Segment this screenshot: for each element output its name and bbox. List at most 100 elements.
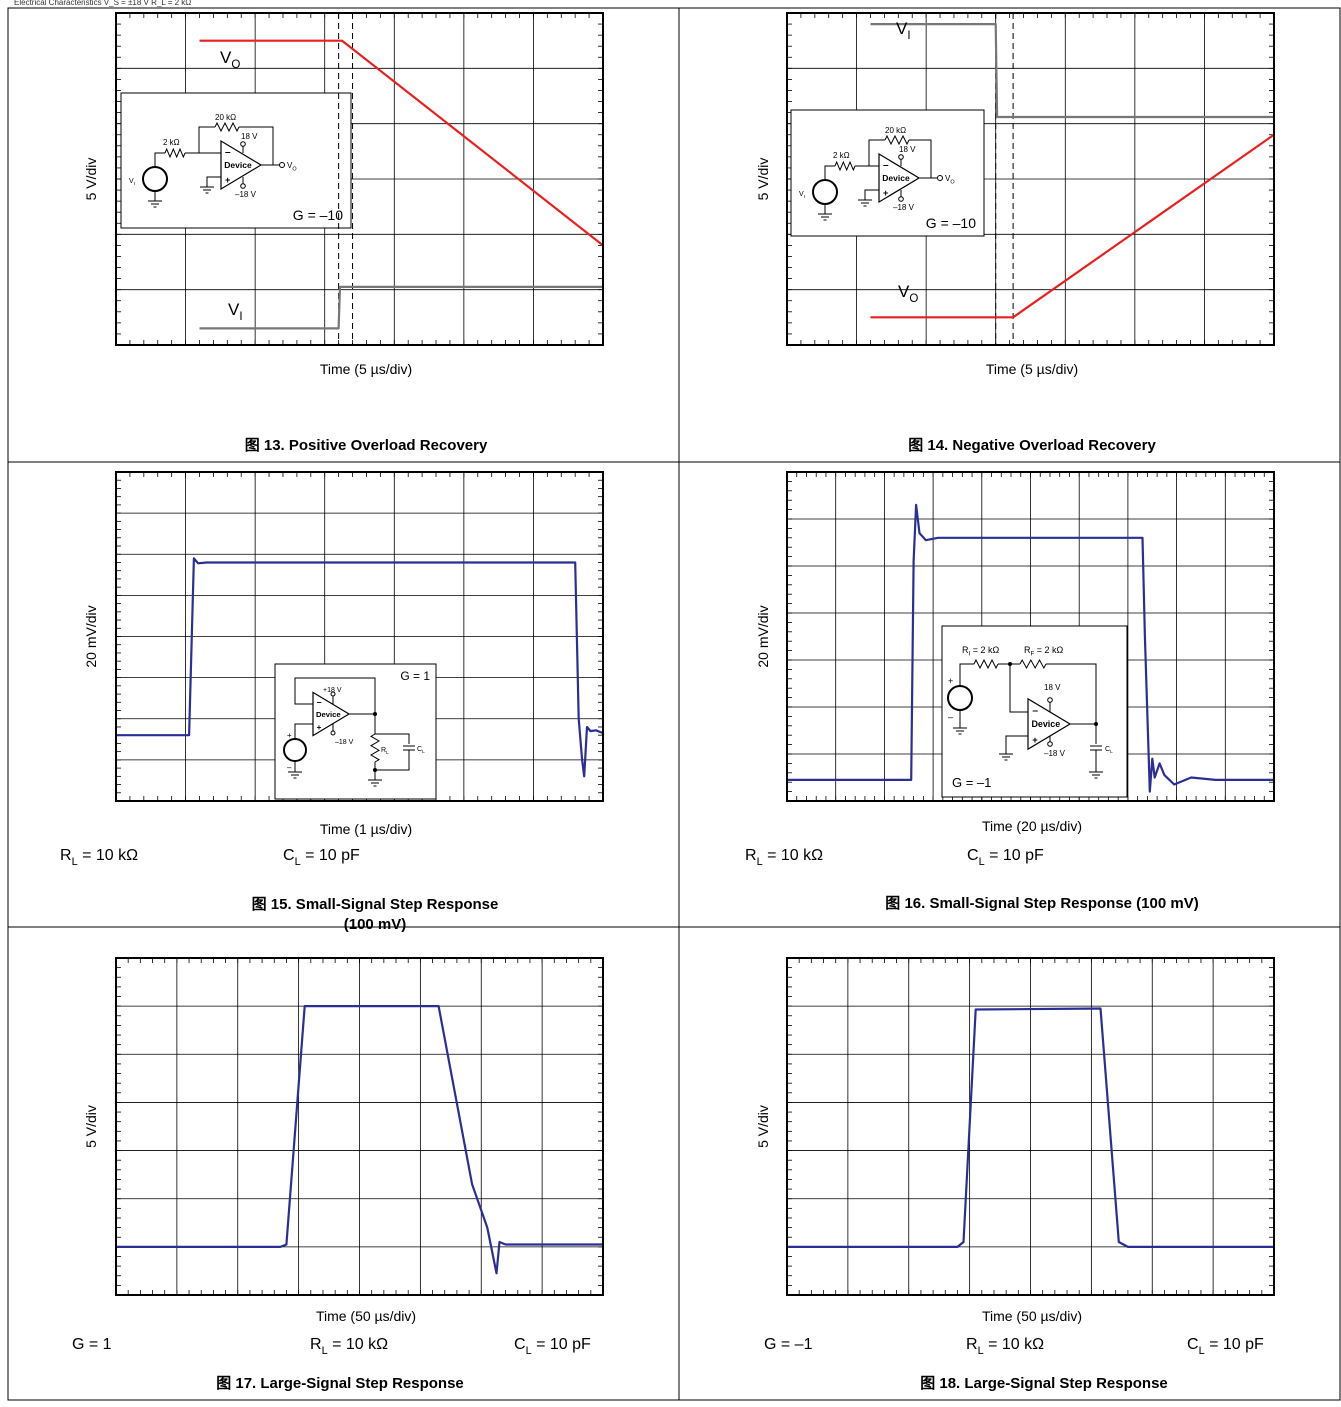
wire [959,663,974,686]
condition-note: RL = 10 kΩ [745,847,823,868]
opamp-minus: – [225,147,231,158]
x-axis-label: Time (1 µs/div) [320,821,412,837]
condition-note: CL = 10 pF [1187,1336,1264,1357]
condition-note: CL = 10 pF [283,847,360,868]
resistor [1019,658,1047,670]
vneg-label: –18 V [893,203,915,212]
plot-frame [115,471,604,802]
supply-node [898,154,904,160]
series-line-vout [787,503,1274,793]
schematic-box [790,109,985,237]
supply-node [330,730,336,736]
opamp-plus: + [883,188,888,198]
vpos-label: 18 V [1044,683,1061,692]
plus-sign: + [948,676,953,686]
ri-label: 2 kΩ [833,151,850,160]
supply-node [240,141,246,147]
ground-symbol [288,771,302,779]
plot-frame [786,957,1275,1296]
resistor [370,733,380,763]
series-line-vi [199,285,603,330]
series-line-vo [199,39,604,247]
wire [1046,663,1097,724]
trace-label-vo: VO [898,282,918,305]
supply-node [1047,697,1053,703]
supply-node [1047,741,1053,747]
ground-symbol [953,727,967,735]
x-axis-label: Time (5 µs/div) [986,361,1078,377]
figure-caption: 图 16. Small-Signal Step Response (100 mV… [885,895,1198,912]
plus-sign: + [287,731,292,740]
wire [909,139,932,178]
wire [154,152,165,167]
figure-caption: 图 17. Large-Signal Step Response [216,1375,464,1392]
gain-label: G = –1 [952,775,991,790]
source-label: VI [799,191,805,200]
gain-label: G = 1 [400,669,430,683]
condition-note: RL = 10 kΩ [60,847,138,868]
cl-label: CL [1105,746,1113,755]
opamp-plus: + [317,723,322,732]
header-text: Electrical Characteristics V_S = ±18 V R… [14,0,191,7]
opamp-minus: – [883,160,889,171]
vpos-label: +18 V [323,687,342,694]
schematic-box [274,663,437,800]
series-line-vout [787,1007,1274,1248]
wire [374,714,410,744]
x-axis-label: Time (50 µs/div) [316,1308,416,1324]
resistor [214,121,240,133]
x-axis-label: Time (20 µs/div) [982,818,1082,834]
resistor [973,658,999,670]
condition-note: CL = 10 pF [967,847,1044,868]
plot-frame [786,12,1275,346]
condition-note: RL = 10 kΩ [966,1336,1044,1357]
y-axis-label: 5 V/div [83,1105,99,1148]
vneg-label: –18 V [235,190,257,199]
opamp-triangle [220,139,263,191]
supply-node [898,196,904,202]
ground-symbol [999,753,1013,761]
plot-frame [115,12,604,346]
wire [206,176,221,187]
wire [239,126,274,165]
condition-note: G = –1 [764,1336,813,1353]
wire [868,139,885,166]
trace-label-vo: VO [220,48,240,71]
opamp-device-label: Device [224,160,252,170]
opamp-device-label: Device [316,710,341,719]
chart-panel-13: Device – + VI 2 kΩ 20 kΩ VO 18 V –18 V G = –10 VO V… [83,12,604,454]
wire [294,677,376,714]
resistor [164,147,186,159]
ground-symbol [858,199,872,207]
vpos-label: 18 V [241,132,258,141]
vneg-label: –18 V [335,739,354,746]
wire [294,723,313,739]
condition-note: G = 1 [72,1336,112,1353]
rf-label: RF = 2 kΩ [1024,645,1063,658]
ground-symbol [200,186,214,194]
x-axis-label: Time (5 µs/div) [320,361,412,377]
opamp-triangle [878,152,921,204]
y-axis-label: 5 V/div [755,158,771,201]
ground-symbol [368,779,382,787]
ground-symbol [818,213,832,221]
resistor [834,160,856,172]
figure-caption: 图 15. Small-Signal Step Response (100 mV) [252,896,499,933]
wire [198,126,215,153]
opamp-plus: + [225,175,230,185]
supply-node [240,183,246,189]
wire [864,189,879,200]
output-node [937,175,943,181]
rf-label: 20 kΩ [885,126,906,135]
vpos-label: 18 V [899,145,916,154]
trace-label-vi: VI [228,300,243,323]
ri-label: 2 kΩ [163,138,180,147]
wire [1005,735,1028,754]
opamp-minus: – [1032,705,1038,717]
series-line-vout [116,1005,603,1275]
output-label: VO [287,161,297,172]
trace-label-vi: VI [896,19,911,42]
chart-panel-14: Device – + VI 2 kΩ 20 kΩ VO 18 V –18 V G = –10 VI V… [755,12,1275,454]
